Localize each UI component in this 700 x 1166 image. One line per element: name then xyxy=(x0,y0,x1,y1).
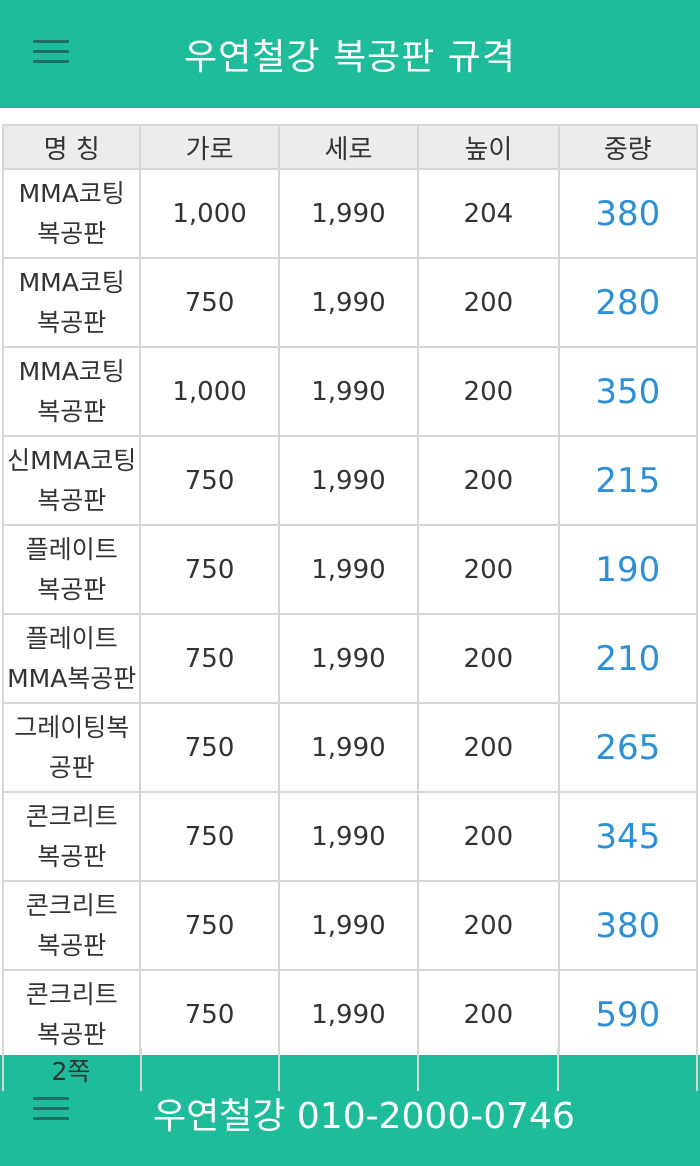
cell-name-line2: 복공판 xyxy=(37,841,107,871)
cell-name-line1: MMA코팅 xyxy=(18,267,125,297)
cell-length: 1,990 xyxy=(277,168,420,259)
table-row: 플레이트 MMA복공판 750 1,990 200 210 xyxy=(1,613,699,704)
cell-weight: 380 xyxy=(557,880,699,971)
cell-weight: 350 xyxy=(557,346,699,437)
table-row: 콘크리트 복공판 750 1,990 200 380 xyxy=(1,880,699,971)
cell-width: 750 xyxy=(139,435,280,526)
table-row: 신MMA코팅 복공판 750 1,990 200 215 xyxy=(1,435,699,526)
table-row: MMA코팅 복공판 1,000 1,990 204 380 xyxy=(1,168,699,259)
cell-name-line2: 복공판 xyxy=(37,574,107,604)
cell-width: 750 xyxy=(139,257,280,348)
cell-weight: 190 xyxy=(557,524,699,615)
cell-weight: 280 xyxy=(557,257,699,348)
contact-phone[interactable]: 우연철강 010-2000-0746 xyxy=(153,1096,575,1137)
cell-length: 1,990 xyxy=(277,346,420,437)
cell-height: 200 xyxy=(417,346,560,437)
cell-weight: 380 xyxy=(557,168,699,259)
table-row: 그레이팅복 공판 750 1,990 200 265 xyxy=(1,702,699,793)
column-header-width: 가로 xyxy=(139,124,280,170)
cell-length: 1,990 xyxy=(277,880,420,971)
table-row: 플레이트 복공판 750 1,990 200 190 xyxy=(1,524,699,615)
cell-height: 204 xyxy=(417,168,560,259)
spec-table-container: 명 칭 가로 세로 높이 중량 MMA코팅 복공판 1,000 1,990 204 380… xyxy=(1,124,699,1060)
cell-name-line1: 플레이트 xyxy=(25,623,118,653)
cell-width: 750 xyxy=(139,969,280,1060)
cell-name-line2: 복공판 xyxy=(37,1019,107,1049)
cell-weight: 590 xyxy=(557,969,699,1060)
column-header-name: 명 칭 xyxy=(1,124,142,170)
cell-height: 200 xyxy=(417,524,560,615)
cell-height: 200 xyxy=(417,613,560,704)
cell-width: 750 xyxy=(139,880,280,971)
cell-name-line1: MMA코팅 xyxy=(18,178,125,208)
cell-name-line2: 복공판 xyxy=(37,930,107,960)
cell-width: 750 xyxy=(139,524,280,615)
cell-length: 1,990 xyxy=(277,613,420,704)
table-row: 콘크리트 복공판 750 1,990 200 590 xyxy=(1,969,699,1060)
cell-name: 플레이트 MMA복공판 xyxy=(1,613,142,704)
cell-height: 200 xyxy=(417,880,560,971)
cell-height: 200 xyxy=(417,257,560,348)
cell-weight: 215 xyxy=(557,435,699,526)
cell-height: 200 xyxy=(417,791,560,882)
footer-table-row xyxy=(2,1047,698,1091)
cell-name-line1: 콘크리트 xyxy=(25,979,118,1009)
cell-length: 1,990 xyxy=(277,791,420,882)
column-header-length: 세로 xyxy=(277,124,420,170)
page-title: 우연철강 복공판 규격 xyxy=(184,37,516,78)
cell-name-line1: MMA코팅 xyxy=(18,356,125,386)
cell-name-line2: 복공판 xyxy=(37,485,107,515)
page-indicator: 2쪽 xyxy=(51,1057,91,1086)
cell-name-line2: 공판 xyxy=(48,752,95,782)
cell-length: 1,990 xyxy=(277,969,420,1060)
cell-weight: 210 xyxy=(557,613,699,704)
cell-name-line2: 복공판 xyxy=(37,218,107,248)
cell-name-line1: 플레이트 xyxy=(25,534,118,564)
cell-name-line1: 콘크리트 xyxy=(25,801,118,831)
cell-width: 1,000 xyxy=(139,168,280,259)
cell-width: 750 xyxy=(139,791,280,882)
app-header: 우연철강 복공판 규격 xyxy=(0,0,700,108)
cell-name-line1: 콘크리트 xyxy=(25,890,118,920)
spec-table: 명 칭 가로 세로 높이 중량 MMA코팅 복공판 1,000 1,990 204 380… xyxy=(1,124,699,1060)
cell-length: 1,990 xyxy=(277,524,420,615)
hamburger-menu-icon[interactable] xyxy=(33,40,69,66)
cell-length: 1,990 xyxy=(277,257,420,348)
cell-name-line2: 복공판 xyxy=(37,307,107,337)
cell-length: 1,990 xyxy=(277,435,420,526)
column-header-height: 높이 xyxy=(417,124,560,170)
cell-height: 200 xyxy=(417,969,560,1060)
cell-height: 200 xyxy=(417,702,560,793)
cell-width: 1,000 xyxy=(139,346,280,437)
footer-bar xyxy=(0,1055,700,1166)
table-row: 콘크리트 복공판 750 1,990 200 345 xyxy=(1,791,699,882)
table-row: MMA코팅 복공판 1,000 1,990 200 350 xyxy=(1,346,699,437)
cell-length: 1,990 xyxy=(277,702,420,793)
cell-weight: 345 xyxy=(557,791,699,882)
hamburger-menu-icon[interactable] xyxy=(33,1097,69,1123)
table-header-row: 명 칭 가로 세로 높이 중량 xyxy=(1,124,699,170)
cell-width: 750 xyxy=(139,702,280,793)
column-header-weight: 중량 xyxy=(557,124,699,170)
cell-width: 750 xyxy=(139,613,280,704)
cell-name-line1: 신MMA코팅 xyxy=(7,445,137,475)
cell-height: 200 xyxy=(417,435,560,526)
cell-name-line2: MMA복공판 xyxy=(7,663,137,693)
cell-name-line2: 복공판 xyxy=(37,396,107,426)
cell-name-line1: 그레이팅복 xyxy=(14,712,130,742)
cell-weight: 265 xyxy=(557,702,699,793)
table-row: MMA코팅 복공판 750 1,990 200 280 xyxy=(1,257,699,348)
